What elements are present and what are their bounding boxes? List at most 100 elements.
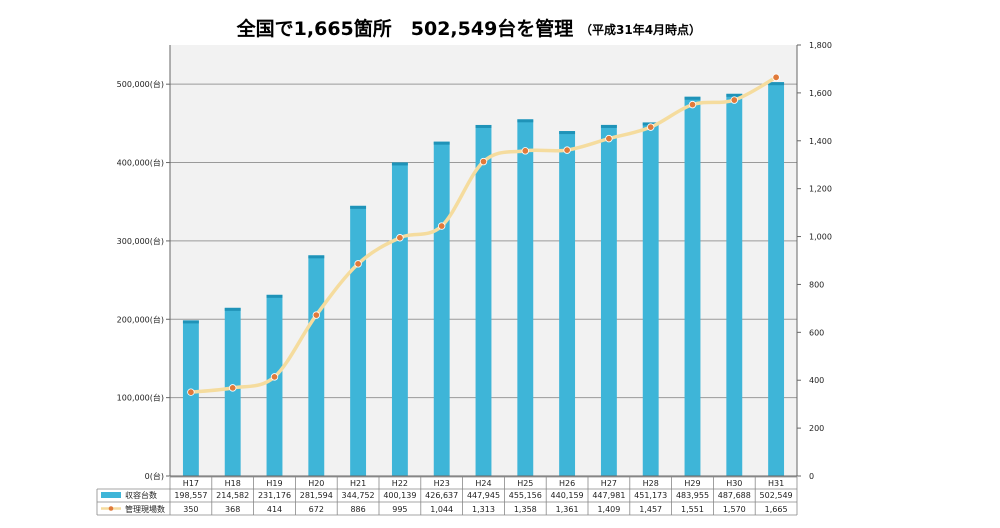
data-label-line-H26: 1,361 [556, 505, 579, 514]
data-label-line-H31: 1,665 [765, 505, 788, 514]
data-label-bar-H21: 344,752 [342, 491, 375, 500]
line-point-H22 [396, 234, 404, 242]
bar-H21 [350, 205, 367, 477]
bar-top-H19 [266, 294, 283, 298]
category-label-H26: H26 [559, 479, 575, 488]
bar-top-H31 [768, 82, 785, 86]
bar-top-H22 [391, 162, 408, 166]
data-label-bar-H24: 447,945 [467, 491, 500, 500]
tick-label-left: 100,000(台) [117, 393, 164, 403]
bar-top-H29 [684, 96, 701, 100]
category-label-H21: H21 [350, 479, 366, 488]
data-label-line-H17: 350 [183, 505, 198, 514]
bar-H25 [517, 119, 534, 476]
category-label-H17: H17 [183, 479, 199, 488]
bar-top-H24 [475, 124, 492, 128]
data-label-line-H28: 1,457 [639, 505, 662, 514]
data-label-line-H20: 672 [309, 505, 324, 514]
tick-label-left: 0(台) [145, 471, 164, 481]
line-point-H20 [312, 311, 320, 319]
tick-label-right: 1,200 [809, 185, 832, 194]
category-label-H18: H18 [225, 479, 241, 488]
line-point-H30 [730, 96, 738, 104]
bar-H28 [642, 122, 659, 476]
tick-label-right: 1,000 [809, 233, 832, 242]
category-label-H31: H31 [768, 479, 784, 488]
data-label-bar-H25: 455,156 [509, 491, 542, 500]
data-label-line-H22: 995 [392, 505, 407, 514]
bar-H23 [433, 141, 450, 476]
bar-H24 [475, 124, 492, 477]
data-label-bar-H29: 483,955 [676, 491, 709, 500]
plot-area [170, 45, 797, 477]
legend-label-line: 管理現場数 [125, 504, 165, 514]
line-point-H26 [563, 146, 571, 154]
bar-H30 [726, 93, 743, 476]
category-label-H19: H19 [266, 479, 282, 488]
category-label-H27: H27 [601, 479, 617, 488]
line-point-H17 [187, 388, 195, 396]
bar-top-H18 [224, 307, 241, 311]
bar-top-H17 [182, 320, 199, 324]
category-label-H23: H23 [434, 479, 450, 488]
tick-label-left: 300,000(台) [117, 236, 164, 246]
data-label-line-H25: 1,358 [514, 505, 537, 514]
tick-label-right: 800 [809, 280, 824, 289]
bar-top-H23 [433, 141, 450, 145]
category-label-H20: H20 [308, 479, 324, 488]
data-label-line-H30: 1,570 [723, 505, 746, 514]
legend-swatch-bar [101, 492, 121, 498]
bar-top-H20 [308, 255, 325, 259]
data-label-bar-H22: 400,139 [383, 491, 416, 500]
tick-label-right: 200 [809, 424, 824, 433]
data-label-bar-H31: 502,549 [760, 491, 793, 500]
legend-swatch-marker [108, 506, 114, 511]
line-point-H27 [605, 134, 613, 143]
line-point-H18 [228, 384, 237, 392]
line-point-H31 [772, 73, 780, 82]
data-label-bar-H30: 487,688 [718, 491, 751, 500]
category-label-H25: H25 [517, 479, 533, 488]
chart-subtitle: （平成31年4月時点） [580, 22, 701, 37]
axes: 0(台) 100,000(台) 200,000(台) 300,000(台) 400,00… [117, 41, 832, 481]
bar-H31 [768, 82, 785, 476]
tick-label-left: 200,000(台) [117, 314, 164, 324]
data-label-bar-H23: 426,637 [425, 491, 458, 500]
bar-top-H26 [559, 131, 576, 135]
data-label-line-H21: 886 [350, 505, 365, 514]
data-label-line-H19: 414 [267, 505, 282, 514]
category-label-H30: H30 [726, 479, 742, 488]
tick-label-right: 600 [809, 328, 824, 337]
line-point-H24 [479, 157, 488, 166]
bar-H18 [224, 307, 241, 476]
line-point-H25 [521, 147, 529, 155]
bar-H29 [684, 96, 701, 477]
legend-label-bar: 収容台数 [125, 490, 157, 500]
line-point-H23 [438, 222, 446, 230]
bar-H22 [391, 162, 408, 476]
data-label-line-H29: 1,551 [681, 505, 704, 514]
tick-label-right: 1,800 [809, 41, 832, 50]
data-label-bar-H26: 440,159 [551, 491, 584, 500]
bar-H19 [266, 294, 283, 476]
tick-label-right: 400 [809, 376, 824, 385]
tick-label-right: 1,400 [809, 137, 832, 146]
bar-H17 [182, 320, 199, 476]
data-label-bar-H18: 214,582 [216, 491, 249, 500]
data-label-bar-H19: 231,176 [258, 491, 291, 500]
category-label-H22: H22 [392, 479, 408, 488]
data-label-bar-H27: 447,981 [592, 491, 625, 500]
tick-label-right: 1,600 [809, 89, 832, 98]
bar-top-H21 [350, 205, 367, 209]
bar-top-H27 [600, 124, 617, 128]
tick-label-left: 400,000(台) [117, 158, 164, 168]
chart-title: 全国で1,665箇所 502,549台を管理 [236, 17, 574, 40]
category-label-H28: H28 [643, 479, 659, 488]
tick-label-right: 0 [809, 472, 814, 481]
bar-top-H30 [726, 93, 743, 97]
bar-H27 [600, 124, 617, 476]
category-label-H24: H24 [475, 479, 491, 488]
line-point-H29 [688, 100, 697, 109]
bar-H26 [559, 131, 576, 476]
